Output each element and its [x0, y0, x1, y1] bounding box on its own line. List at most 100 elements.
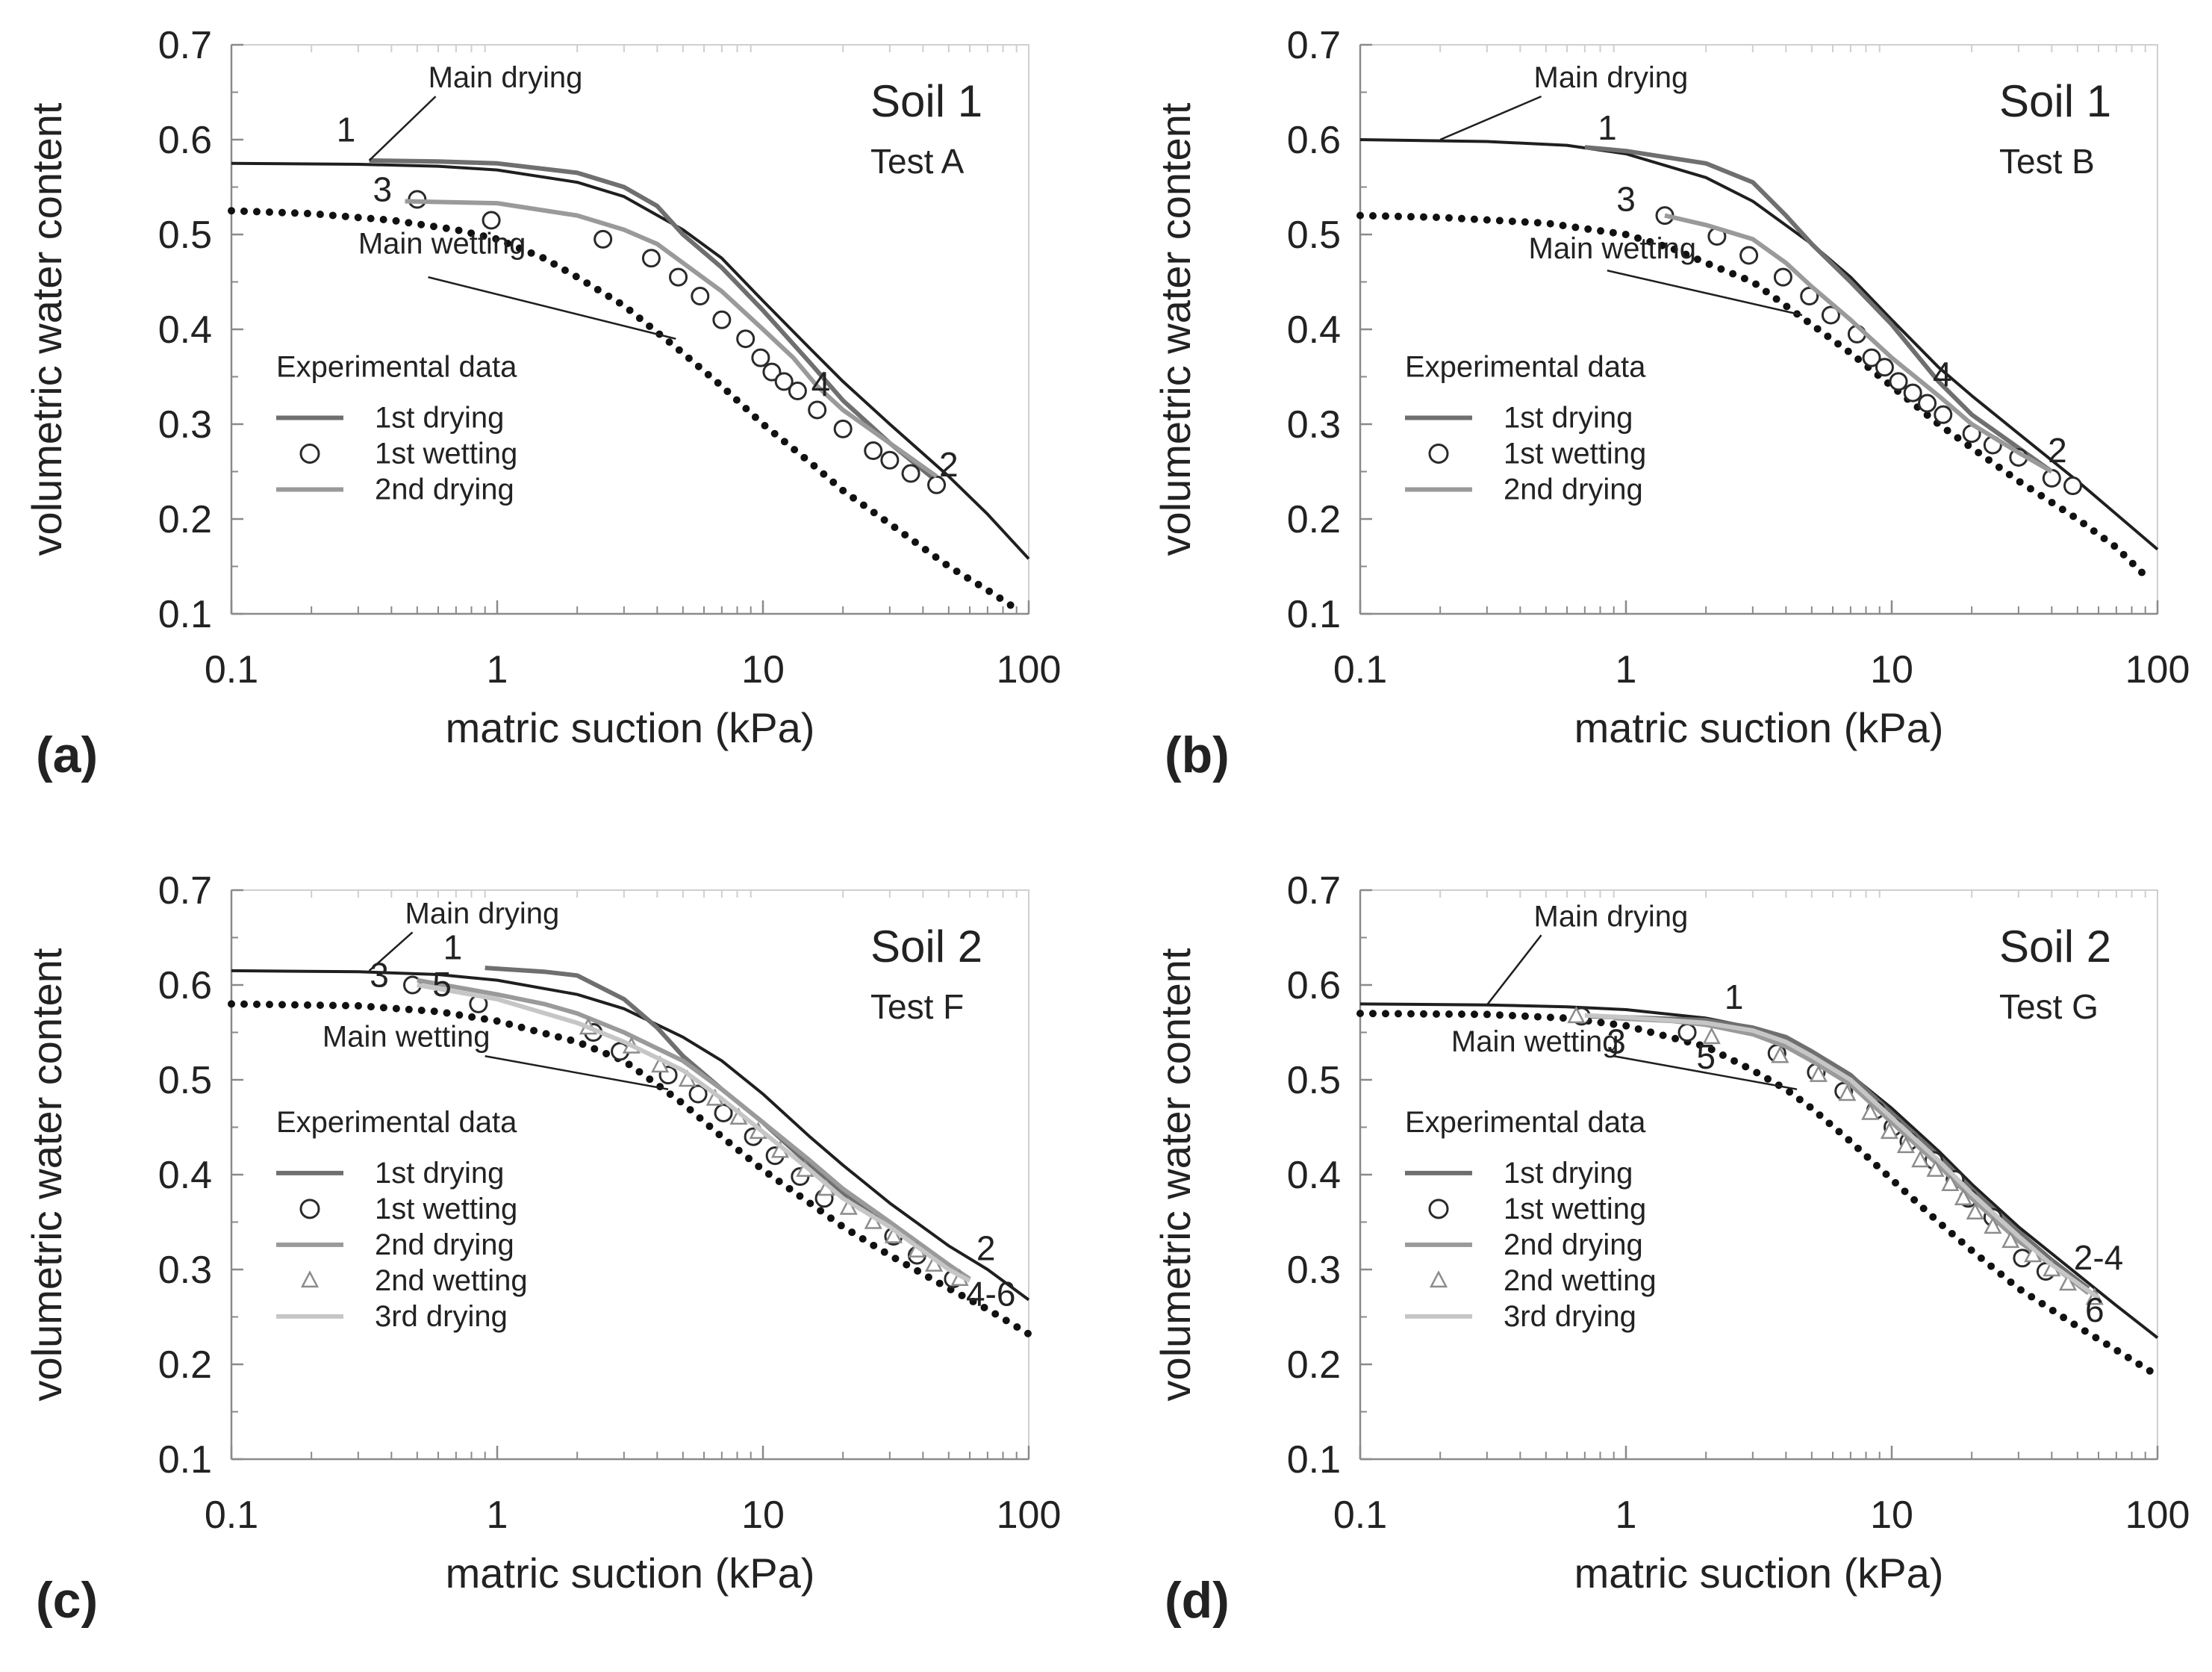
- series-circles: [408, 190, 947, 494]
- curve-label: 2: [976, 1228, 996, 1267]
- wetting-triangle-point: [1771, 1045, 1789, 1063]
- y-tick-label: 0.2: [158, 1343, 212, 1387]
- wetting-circle-point: [688, 1084, 708, 1104]
- wetting-circle-point: [788, 382, 807, 401]
- series-line-model-solid: [231, 161, 1030, 560]
- legend-swatch-triangle: [1429, 1270, 1448, 1288]
- wetting-circle-point: [1903, 383, 1922, 403]
- wetting-triangle-point: [1861, 1102, 1880, 1120]
- panel-c: 0.1 1 10 100 0.1 0.2 0.3 0.4 0.5 0.6 0.7 matric suc…: [23, 869, 1061, 1629]
- main-wetting-annotation: Main wetting: [1451, 1025, 1619, 1058]
- series-line-model-solid: [231, 969, 1030, 1302]
- y-tick-label: 0.1: [1287, 593, 1341, 636]
- wetting-circle-point: [641, 249, 661, 268]
- wetting-triangle-point: [1567, 1006, 1586, 1024]
- wetting-triangle-point: [1966, 1202, 1984, 1220]
- wetting-circle-point: [1889, 372, 1908, 391]
- series-line-model-dotted: [228, 1000, 1032, 1338]
- main-wetting-leader: [1607, 270, 1803, 317]
- series-model-solid: [231, 161, 1030, 560]
- series-line-gray-line: [405, 199, 938, 479]
- y-axis-label: volumetric water content: [23, 948, 70, 1401]
- curve-label: 1: [337, 111, 356, 149]
- curve-label: 3: [373, 170, 392, 209]
- wetting-circle-point: [774, 372, 794, 391]
- series-model-dotted: [1356, 211, 2149, 580]
- y-tick-label: 0.3: [158, 403, 212, 447]
- y-tick-label: 0.4: [158, 1154, 212, 1197]
- series-line-model-solid: [1359, 138, 2159, 551]
- series-line-gray-line: [417, 978, 971, 1281]
- y-tick-label: 0.4: [158, 308, 212, 352]
- wetting-triangle-point: [1954, 1188, 1973, 1205]
- x-tick-label: 10: [741, 1494, 785, 1537]
- main-drying-leader: [1439, 96, 1542, 141]
- y-tick-label: 0.6: [1287, 964, 1341, 1007]
- plot-frame: [231, 889, 1029, 1460]
- x-tick-label: 1: [1616, 1494, 1637, 1537]
- wetting-circle-point: [1918, 394, 1937, 413]
- main-drying-annotation: Main drying: [1534, 61, 1689, 94]
- wetting-circle-point: [1739, 246, 1759, 265]
- legend-entry: 1st drying: [1504, 1157, 1633, 1190]
- x-tick-label: 100: [997, 648, 1062, 692]
- main-wetting-annotation: Main wetting: [1529, 232, 1697, 265]
- y-tick-label: 0.7: [158, 24, 212, 67]
- main-wetting-leader: [428, 276, 676, 340]
- wetting-circle-point: [880, 450, 900, 470]
- curve-label: 1: [1598, 108, 1617, 147]
- main-drying-leader: [1486, 934, 1542, 1006]
- panel-letter: (c): [36, 1572, 98, 1629]
- series-light-line: [1584, 1013, 2100, 1300]
- curve-label: 3: [1607, 1022, 1626, 1060]
- curve-label: 4-6: [966, 1274, 1015, 1313]
- curve-label: 4: [811, 364, 831, 403]
- y-tick-label: 0.3: [1287, 1249, 1341, 1292]
- x-tick-label: 0.1: [205, 648, 258, 692]
- series-dark-line: [1584, 1013, 2090, 1290]
- wetting-circle-point: [1800, 287, 1819, 306]
- x-tick-label: 100: [997, 1494, 1062, 1537]
- y-tick-label: 0.7: [1287, 869, 1341, 913]
- panel-letter: (a): [36, 727, 98, 783]
- curve-label: 2-4: [2074, 1238, 2123, 1277]
- wetting-circle-point: [712, 310, 732, 329]
- series-circles: [1571, 1007, 2055, 1281]
- main-wetting-annotation: Main wetting: [358, 227, 526, 260]
- legend-entry: 1st wetting: [375, 1193, 517, 1225]
- y-tick-label: 0.2: [1287, 1343, 1341, 1387]
- wetting-triangle-point: [1984, 1216, 2002, 1234]
- series-line-dark-line: [1584, 1013, 2090, 1290]
- x-tick-label: 1: [1616, 648, 1637, 692]
- main-wetting-annotation: Main wetting: [323, 1021, 490, 1054]
- legend-entry: 3rd drying: [1504, 1300, 1636, 1333]
- y-tick-label: 0.2: [158, 498, 212, 541]
- legend-entry: 2nd wetting: [375, 1264, 528, 1297]
- wetting-triangle-point: [1926, 1159, 1945, 1177]
- panel-title: Soil 2: [1999, 922, 2111, 972]
- y-tick-label: 0.3: [158, 1249, 212, 1292]
- panel-d: 0.1 1 10 100 0.1 0.2 0.3 0.4 0.5 0.6 0.7 matric suc…: [1152, 869, 2190, 1629]
- y-tick-label: 0.5: [1287, 214, 1341, 257]
- panel-title: Soil 1: [870, 76, 982, 126]
- series-line-light-line: [1584, 1013, 2100, 1300]
- y-tick-label: 0.4: [1287, 308, 1341, 352]
- wetting-triangle-point: [1941, 1174, 1960, 1191]
- y-tick-label: 0.1: [158, 1438, 212, 1482]
- x-tick-label: 1: [487, 1494, 508, 1537]
- main-drying-annotation: Main drying: [405, 897, 560, 930]
- legend-swatch-circle: [1428, 1199, 1449, 1219]
- y-tick-label: 0.1: [1287, 1438, 1341, 1482]
- series-light-line: [417, 983, 971, 1283]
- series-dark-line: [1584, 145, 2054, 473]
- wetting-circle-point: [736, 329, 755, 349]
- legend-title: Experimental data: [1405, 1106, 1646, 1139]
- legend-entry: 1st drying: [375, 1157, 504, 1190]
- plot-frame: [1359, 44, 2158, 615]
- wetting-circle-point: [1875, 358, 1894, 377]
- x-tick-label: 100: [2125, 1494, 2190, 1537]
- wetting-circle-point: [833, 419, 853, 438]
- main-drying-annotation: Main drying: [1534, 900, 1689, 933]
